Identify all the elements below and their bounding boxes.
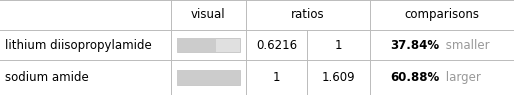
- Text: larger: larger: [442, 71, 481, 84]
- Text: smaller: smaller: [442, 39, 490, 52]
- Text: sodium amide: sodium amide: [5, 71, 89, 84]
- Text: 37.84%: 37.84%: [390, 39, 439, 52]
- Text: visual: visual: [191, 8, 226, 21]
- Text: 60.88%: 60.88%: [390, 71, 439, 84]
- FancyBboxPatch shape: [177, 38, 240, 52]
- Text: ratios: ratios: [291, 8, 325, 21]
- Text: 1.609: 1.609: [322, 71, 356, 84]
- Text: comparisons: comparisons: [405, 8, 480, 21]
- Text: lithium diisopropylamide: lithium diisopropylamide: [5, 39, 152, 52]
- FancyBboxPatch shape: [177, 70, 240, 86]
- Text: 1: 1: [273, 71, 280, 84]
- FancyBboxPatch shape: [177, 70, 240, 86]
- Text: 0.6216: 0.6216: [256, 39, 297, 52]
- FancyBboxPatch shape: [177, 38, 216, 52]
- Text: 1: 1: [335, 39, 342, 52]
